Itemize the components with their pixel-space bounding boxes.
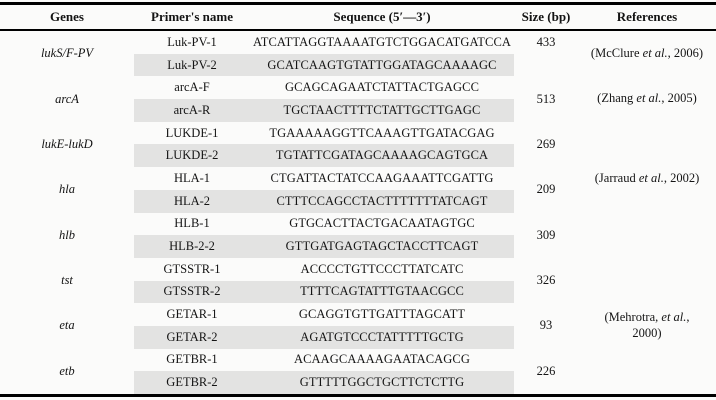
table-row: eta GETAR-1 GCAGGTGTTGATTTAGCATT 93 (Meh… bbox=[0, 303, 716, 340]
table-row: Luk-PV-2 GCATCAAGTGTATTGGATAGCAAAAGC bbox=[0, 53, 716, 77]
primer-name-cell: GETBR-2 bbox=[134, 371, 250, 396]
sequence-cell: ACAAGCAAAAGAATACAGCG bbox=[293, 352, 470, 367]
sequence-cell: TGAAAAAGGTTCAAAGTTGATACGAG bbox=[269, 125, 495, 140]
reference-cell: (Mehrotra, et al., 2000) bbox=[578, 303, 716, 348]
reference-text: (Zhang bbox=[597, 91, 637, 106]
header-sequence: Sequence (5′—3′) bbox=[250, 3, 514, 31]
primer-name-cell: HLB-2-2 bbox=[134, 235, 250, 258]
primer-name-cell: arcA-F bbox=[174, 80, 210, 95]
reference-text: (Jarraud bbox=[594, 171, 639, 186]
primer-name-cell: GETAR-1 bbox=[166, 307, 218, 322]
reference-cell-empty bbox=[578, 258, 716, 303]
header-genes: Genes bbox=[0, 3, 134, 31]
gene-cell: etb bbox=[59, 363, 75, 378]
reference-wrap: (Mehrotra, et al., 2000) bbox=[591, 310, 703, 341]
table-row: arcA-R TGCTAACTTTTCTATTGCTTGAGC bbox=[0, 99, 716, 122]
table-row: arcA arcA-F GCAGCAGAATCTATTACTGAGCC 513 … bbox=[0, 76, 716, 105]
gene-cell: tst bbox=[61, 273, 73, 288]
primer-name-cell: HLA-1 bbox=[173, 170, 211, 185]
primer-name-cell: LUKDE-2 bbox=[134, 144, 250, 168]
sequence-cell: TGCTAACTTTTCTATTGCTTGAGC bbox=[250, 99, 514, 122]
sequence-cell: TTTTCAGTATTTGTAACGCC bbox=[250, 280, 514, 304]
reference-cell: (McClure et al., 2006) bbox=[578, 30, 716, 76]
gene-cell: lukS/F-PV bbox=[40, 46, 94, 61]
size-cell: 269 bbox=[536, 136, 556, 151]
table-row: GTSSTR-2 TTTTCAGTATTTGTAACGCC bbox=[0, 280, 716, 304]
primer-name-cell: GETAR-2 bbox=[134, 325, 250, 349]
reference-year: , 2005) bbox=[661, 91, 697, 106]
table-row: etb GETBR-1 ACAAGCAAAAGAATACAGCG 226 bbox=[0, 349, 716, 377]
gene-cell: hlb bbox=[59, 227, 75, 242]
reference-cell-empty bbox=[578, 122, 716, 167]
reference-cell: (Jarraud et al., 2002) bbox=[578, 167, 716, 212]
sequence-cell: GCAGGTGTTGATTTAGCATT bbox=[298, 307, 466, 322]
primer-name-cell: GTSSTR-2 bbox=[134, 280, 250, 304]
gene-cell: arcA bbox=[55, 91, 79, 106]
et-al: et al. bbox=[638, 171, 664, 186]
size-cell: 513 bbox=[536, 91, 556, 106]
reference-cell-empty bbox=[578, 213, 716, 258]
reference-text: (Mehrotra, bbox=[604, 310, 662, 325]
table-row: hlb HLB-1 GTGCACTTACTGACAATAGTGC 309 bbox=[0, 213, 716, 241]
primer-name-cell: GTSSTR-1 bbox=[163, 261, 221, 276]
table-row: LUKDE-2 TGTATTCGATAGCAAAAGCAGTGCA bbox=[0, 144, 716, 168]
reference-year: , 2002) bbox=[663, 171, 700, 186]
primer-name-cell: LUKDE-1 bbox=[165, 125, 219, 140]
table-row: HLA-2 CTTTCCAGCCTACTTTTTTTATCAGT bbox=[0, 189, 716, 213]
reference-year: , 2000) bbox=[632, 310, 690, 340]
primer-name-cell: HLB-1 bbox=[174, 216, 210, 231]
header-references: References bbox=[578, 3, 716, 31]
sequence-cell: GCAGCAGAATCTATTACTGAGCC bbox=[284, 80, 480, 95]
primer-name-cell: arcA-R bbox=[134, 99, 250, 122]
size-cell: 433 bbox=[536, 35, 556, 49]
primer-name-cell: Luk-PV-1 bbox=[167, 34, 217, 49]
table-row: lukS/F-PV Luk-PV-1 ATCATTAGGTAAAATGTCTGG… bbox=[0, 30, 716, 60]
primer-name-cell: GETBR-1 bbox=[166, 352, 218, 367]
header-primer-name: Primer's name bbox=[134, 3, 250, 31]
sequence-cell: ACCCCTGTTCCCTTATCATC bbox=[300, 261, 464, 276]
table-row: tst GTSSTR-1 ACCCCTGTTCCCTTATCATC 326 bbox=[0, 258, 716, 287]
sequence-cell: CTGATTACTATCCAAGAAATTCGATTG bbox=[270, 170, 494, 185]
sequence-cell: AGATGTCCCTATTTTTGCTG bbox=[250, 325, 514, 349]
reference-cell-empty bbox=[578, 349, 716, 396]
sequence-cell: GTTTTTGGCTGCTTCTCTTG bbox=[250, 371, 514, 396]
et-al: et al. bbox=[661, 310, 687, 325]
size-cell: 309 bbox=[536, 227, 556, 242]
et-al: et al. bbox=[636, 91, 662, 106]
table-header: Genes Primer's name Sequence (5′—3′) Siz… bbox=[0, 3, 716, 31]
gene-cell: eta bbox=[59, 318, 75, 333]
sequence-cell: GCATCAAGTGTATTGGATAGCAAAAGC bbox=[250, 53, 514, 77]
gene-cell: lukE-lukD bbox=[41, 136, 93, 151]
size-cell: 226 bbox=[536, 363, 556, 378]
table-row: lukE-lukD LUKDE-1 TGAAAAAGGTTCAAAGTTGATA… bbox=[0, 122, 716, 151]
sequence-cell: TGTATTCGATAGCAAAAGCAGTGCA bbox=[250, 144, 514, 168]
sequence-cell: CTTTCCAGCCTACTTTTTTTATCAGT bbox=[250, 189, 514, 213]
header-row: Genes Primer's name Sequence (5′—3′) Siz… bbox=[0, 3, 716, 31]
reference-text: (McClure bbox=[590, 45, 643, 60]
table-row: GETAR-2 AGATGTCCCTATTTTTGCTG bbox=[0, 325, 716, 349]
primer-name-cell: Luk-PV-2 bbox=[134, 53, 250, 77]
gene-cell: hla bbox=[59, 182, 75, 197]
header-size: Size (bp) bbox=[514, 3, 578, 31]
reference-year: , 2006) bbox=[667, 45, 704, 60]
size-cell: 326 bbox=[536, 273, 556, 288]
size-cell: 209 bbox=[536, 182, 556, 197]
size-cell: 93 bbox=[539, 318, 553, 333]
reference-cell: (Zhang et al., 2005) bbox=[578, 76, 716, 121]
primer-name-cell: HLA-2 bbox=[134, 189, 250, 213]
et-al: et al. bbox=[642, 45, 668, 60]
table-row: hla HLA-1 CTGATTACTATCCAAGAAATTCGATTG 20… bbox=[0, 167, 716, 196]
sequence-cell: ATCATTAGGTAAAATGTCTGGACATGATCCA bbox=[252, 34, 512, 49]
sequence-cell: GTTGATGAGTAGCTACCTTCAGT bbox=[250, 235, 514, 258]
table-row: HLB-2-2 GTTGATGAGTAGCTACCTTCAGT bbox=[0, 235, 716, 258]
sequence-cell: GTGCACTTACTGACAATAGTGC bbox=[289, 216, 475, 231]
table-row: GETBR-2 GTTTTTGGCTGCTTCTCTTG bbox=[0, 371, 716, 396]
